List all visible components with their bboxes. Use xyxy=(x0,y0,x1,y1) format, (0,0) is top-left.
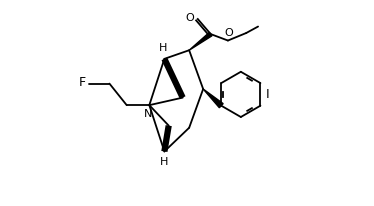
Text: I: I xyxy=(266,88,269,101)
Text: N: N xyxy=(144,109,153,119)
Text: O: O xyxy=(225,28,233,38)
Polygon shape xyxy=(203,89,223,108)
Text: F: F xyxy=(79,76,86,89)
Text: H: H xyxy=(160,157,169,167)
Text: H: H xyxy=(159,43,167,54)
Text: O: O xyxy=(185,13,194,23)
Polygon shape xyxy=(189,32,212,50)
